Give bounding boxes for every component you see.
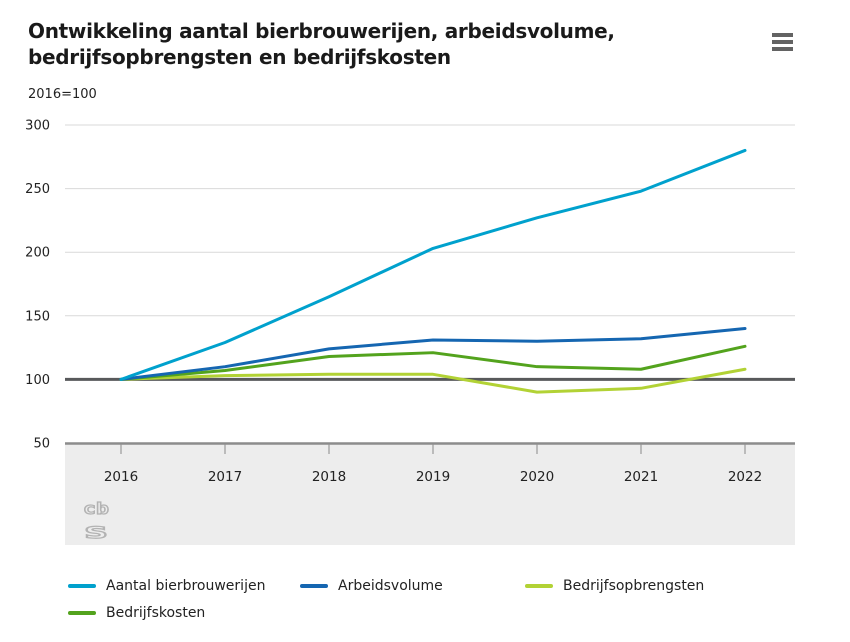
series-line-bedrijfskosten bbox=[119, 344, 747, 381]
legend-label: Bedrijfskosten bbox=[106, 605, 206, 621]
legend-swatch-bedrijfsopbrengsten bbox=[525, 584, 553, 588]
x-axis-band bbox=[65, 444, 795, 545]
y-tick-label-200: 200 bbox=[25, 246, 50, 261]
y-tick-label-300: 300 bbox=[25, 119, 50, 134]
x-tick-label-2017: 2017 bbox=[208, 469, 242, 485]
y-tick-label-150: 150 bbox=[25, 309, 50, 324]
x-tick-label-2020: 2020 bbox=[520, 469, 554, 485]
legend-label: Arbeidsvolume bbox=[338, 578, 443, 594]
legend-swatch-arbeidsvolume bbox=[300, 584, 328, 588]
y-tick-label-250: 250 bbox=[25, 182, 50, 197]
page-title-line1: Ontwikkeling aantal bierbrouwerijen, arb… bbox=[28, 19, 615, 43]
y-tick-label-50: 50 bbox=[33, 437, 50, 452]
line-chart: 300 250 200 150 100 50 2016 2017 2018 2019 2020 202… bbox=[25, 119, 795, 545]
legend-item-bedrijfskosten: Bedrijfskosten bbox=[68, 605, 300, 621]
legend-item-arbeidsvolume: Arbeidsvolume bbox=[300, 578, 525, 594]
cbs-logo-s: s bbox=[83, 519, 109, 543]
legend-label: Aantal bierbrouwerijen bbox=[106, 578, 266, 594]
x-tick-label-2019: 2019 bbox=[416, 469, 450, 485]
chart-subtitle: 2016=100 bbox=[28, 87, 97, 102]
page-title: Ontwikkeling aantal bierbrouwerijen, arb… bbox=[28, 18, 615, 70]
hamburger-icon bbox=[772, 33, 794, 51]
x-tick-label-2018: 2018 bbox=[312, 469, 346, 485]
x-tick-label-2022: 2022 bbox=[728, 469, 762, 485]
y-tick-label-100: 100 bbox=[25, 373, 50, 388]
legend-item-bedrijfsopbrengsten: Bedrijfsopbrengsten bbox=[525, 578, 808, 594]
legend-swatch-bedrijfskosten bbox=[68, 611, 96, 615]
page-title-line2: bedrijfsopbrengsten en bedrijfskosten bbox=[28, 45, 451, 69]
series-line-arbeidsvolume bbox=[119, 327, 747, 381]
legend-label: Bedrijfsopbrengsten bbox=[563, 578, 705, 594]
legend-swatch-aantal-bierbrouwerijen bbox=[68, 584, 96, 588]
chart-menu-button[interactable] bbox=[770, 31, 796, 55]
legend-item-aantal-bierbrouwerijen: Aantal bierbrouwerijen bbox=[68, 578, 300, 594]
chart-legend: Aantal bierbrouwerijen Arbeidsvolume Bedri… bbox=[68, 578, 808, 621]
x-tick-label-2016: 2016 bbox=[104, 469, 138, 485]
series-line-aantal-bierbrouwerijen bbox=[119, 148, 747, 381]
cbs-logo-cb: cb bbox=[83, 499, 109, 518]
x-tick-label-2021: 2021 bbox=[624, 469, 658, 485]
cbs-logo: cbs bbox=[82, 498, 109, 543]
series-line-bedrijfsopbrengsten bbox=[119, 367, 747, 394]
